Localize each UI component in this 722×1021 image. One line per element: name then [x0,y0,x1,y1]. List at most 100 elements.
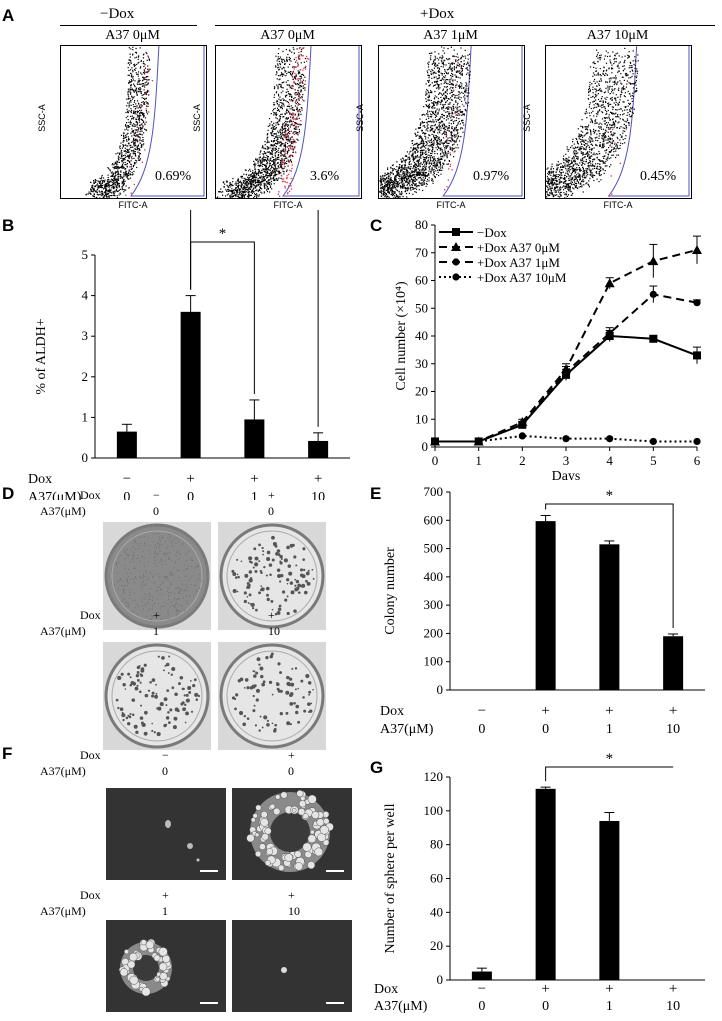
dox-condition: + [268,608,275,622]
dox-row-label: Dox [28,472,52,487]
data-point [562,368,570,376]
dox-condition: + [669,703,677,719]
legend-entry: +Dox A37 0μM [477,240,560,255]
y-tick-label: 600 [424,512,444,527]
dox-condition: + [314,471,322,487]
bar [599,544,620,690]
y-tick-label: 60 [430,871,443,886]
x-tick-label: 2 [519,453,526,468]
flow-plot [215,45,362,199]
bar [599,820,620,980]
y-tick-label: 200 [424,625,444,640]
bar [244,419,265,458]
flow-dot-cloud [379,46,523,198]
y-axis-label: SSC-A [354,104,365,132]
a37-row-label: A37(μM) [374,999,428,1014]
y-tick-label: 10 [415,411,428,426]
dish-photo [218,522,326,630]
significance-bracket [545,503,674,628]
dish-photo [103,642,211,750]
bar [535,788,556,980]
x-tick-label: 6 [694,453,701,468]
y-axis-label: SSC-A [191,104,202,132]
data-point [649,437,657,446]
dox-condition: + [268,488,275,502]
dish-photo [218,642,326,750]
y-tick-label: 40 [415,328,428,343]
bar [116,431,137,458]
gate-percentage: 0.45% [640,169,677,184]
y-tick-label: 3 [82,328,89,343]
gate-percentage: 0.69% [155,169,192,184]
y-axis-label: % of ALDH+ [34,318,49,394]
microscopy-image [106,920,226,1012]
dox-row-label: Dox [374,982,398,997]
bar [471,971,492,980]
panel-letter-a: A [2,6,15,25]
dox-row-label: Dox [380,704,404,719]
a37-condition: 1 [251,490,258,500]
panel-letter-b: B [2,216,15,235]
x-tick-label: 5 [650,453,657,468]
a37-row-label: A37(μM) [380,722,434,737]
data-point [518,432,526,440]
legend-entry: −Dox [477,225,507,240]
dox-condition: − [478,981,486,997]
dox-condition: + [288,748,295,762]
a37-condition: 0 [162,764,168,778]
data-point [562,435,570,443]
flow-plot [60,45,207,199]
y-tick-label: 100 [424,654,444,669]
y-tick-label: 500 [424,541,444,556]
dox-condition: + [250,471,258,487]
chart-c-growth-line-chart: 0 10 20 30 40 50 60 70 80 0 1 2 3 4 5 6 Days Cell number … [394,217,702,480]
x-tick-label: 4 [606,453,613,468]
a37-condition: 0 [478,722,485,737]
y-tick-label: 400 [424,569,444,584]
a37-condition: 0 [542,999,549,1014]
y-tick-label: 0 [437,682,444,697]
legend-entry: +Dox A37 1μM [477,255,560,270]
a37-row-label: A37(μM) [28,490,82,500]
a37-row-label: A37(μM) [40,504,86,518]
significance-star: * [606,488,614,504]
a37-condition: 10 [311,490,325,500]
y-axis-label: Number of sphere per well [383,803,398,953]
dox-condition: + [541,703,549,719]
y-tick-label: 300 [424,597,444,612]
significance-bracket [190,210,319,427]
flow-plot-title: A37 1μM [423,28,478,43]
x-axis-label: FITC-A [118,200,148,210]
data-point [452,228,460,236]
y-tick-label: 80 [415,217,428,232]
bar [180,311,201,458]
dox-condition: − [478,703,486,719]
bar [663,636,684,690]
dox-condition: + [162,888,169,902]
y-tick-label: 40 [430,904,443,919]
a37-condition: 10 [666,722,680,737]
data-point [518,421,526,429]
dox-row-label: Dox [80,608,101,622]
group-label-plus-dox: +Dox [420,6,455,22]
x-tick-label: 3 [563,453,570,468]
y-axis-label: SSC-A [521,104,532,132]
panel-letter-f: F [2,744,13,763]
dox-condition: + [605,981,613,997]
a37-condition: 10 [288,904,300,918]
data-point [692,244,702,254]
y-tick-label: 80 [430,837,443,852]
y-axis-label: SSC-A [36,104,47,132]
dox-condition: + [153,608,160,622]
data-point [693,299,701,307]
flow-plot [378,45,525,199]
dox-condition: − [123,471,131,487]
group-label-minus-dox: −Dox [100,6,135,22]
data-point [604,278,615,288]
x-tick-label: 0 [432,453,439,468]
a37-condition: 0 [123,490,130,500]
y-tick-label: 100 [424,803,444,818]
flow-plot-title: A37 0μM [105,28,160,43]
y-tick-label: 50 [415,300,428,315]
dox-condition: + [541,981,549,997]
